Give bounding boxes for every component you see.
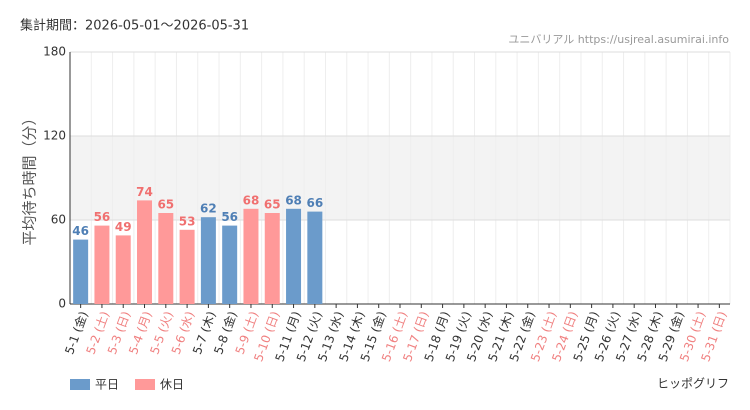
bar xyxy=(264,213,280,304)
y-tick-label: 180 xyxy=(43,45,66,59)
value-label: 56 xyxy=(221,210,238,224)
bar xyxy=(243,208,259,304)
bar xyxy=(137,200,153,304)
value-label: 62 xyxy=(200,202,217,216)
bar xyxy=(200,217,216,304)
bar xyxy=(179,229,195,304)
value-label: 74 xyxy=(136,185,153,199)
bar xyxy=(115,235,131,304)
legend-swatch xyxy=(70,379,90,390)
value-label: 65 xyxy=(264,198,281,212)
bar xyxy=(73,239,89,304)
chart-title: 集計期間：2026-05-01～2026-05-31 xyxy=(20,18,249,34)
bar xyxy=(286,208,302,304)
value-label: 46 xyxy=(72,224,89,238)
value-label: 53 xyxy=(179,214,196,228)
legend-swatch xyxy=(135,379,155,390)
bar xyxy=(222,225,238,304)
value-label: 66 xyxy=(306,196,323,210)
value-label: 68 xyxy=(243,193,260,207)
y-tick-label: 0 xyxy=(58,297,66,311)
bar xyxy=(94,225,110,304)
y-tick-label: 60 xyxy=(51,213,66,227)
y-axis-label: 平均待ち時間（分） xyxy=(21,110,39,245)
highlight-band xyxy=(70,136,730,220)
bar xyxy=(307,211,323,304)
bar xyxy=(158,213,174,304)
credit: ヒッポグリフ xyxy=(657,377,729,391)
value-label: 65 xyxy=(157,198,174,212)
y-tick-label: 120 xyxy=(43,129,66,143)
legend-label: 平日 xyxy=(95,378,119,392)
legend-label: 休日 xyxy=(160,378,184,392)
source: ユニバリアル https://usjreal.asumirai.info xyxy=(508,33,729,46)
value-label: 56 xyxy=(94,210,111,224)
value-label: 68 xyxy=(285,193,302,207)
value-label: 49 xyxy=(115,220,132,234)
